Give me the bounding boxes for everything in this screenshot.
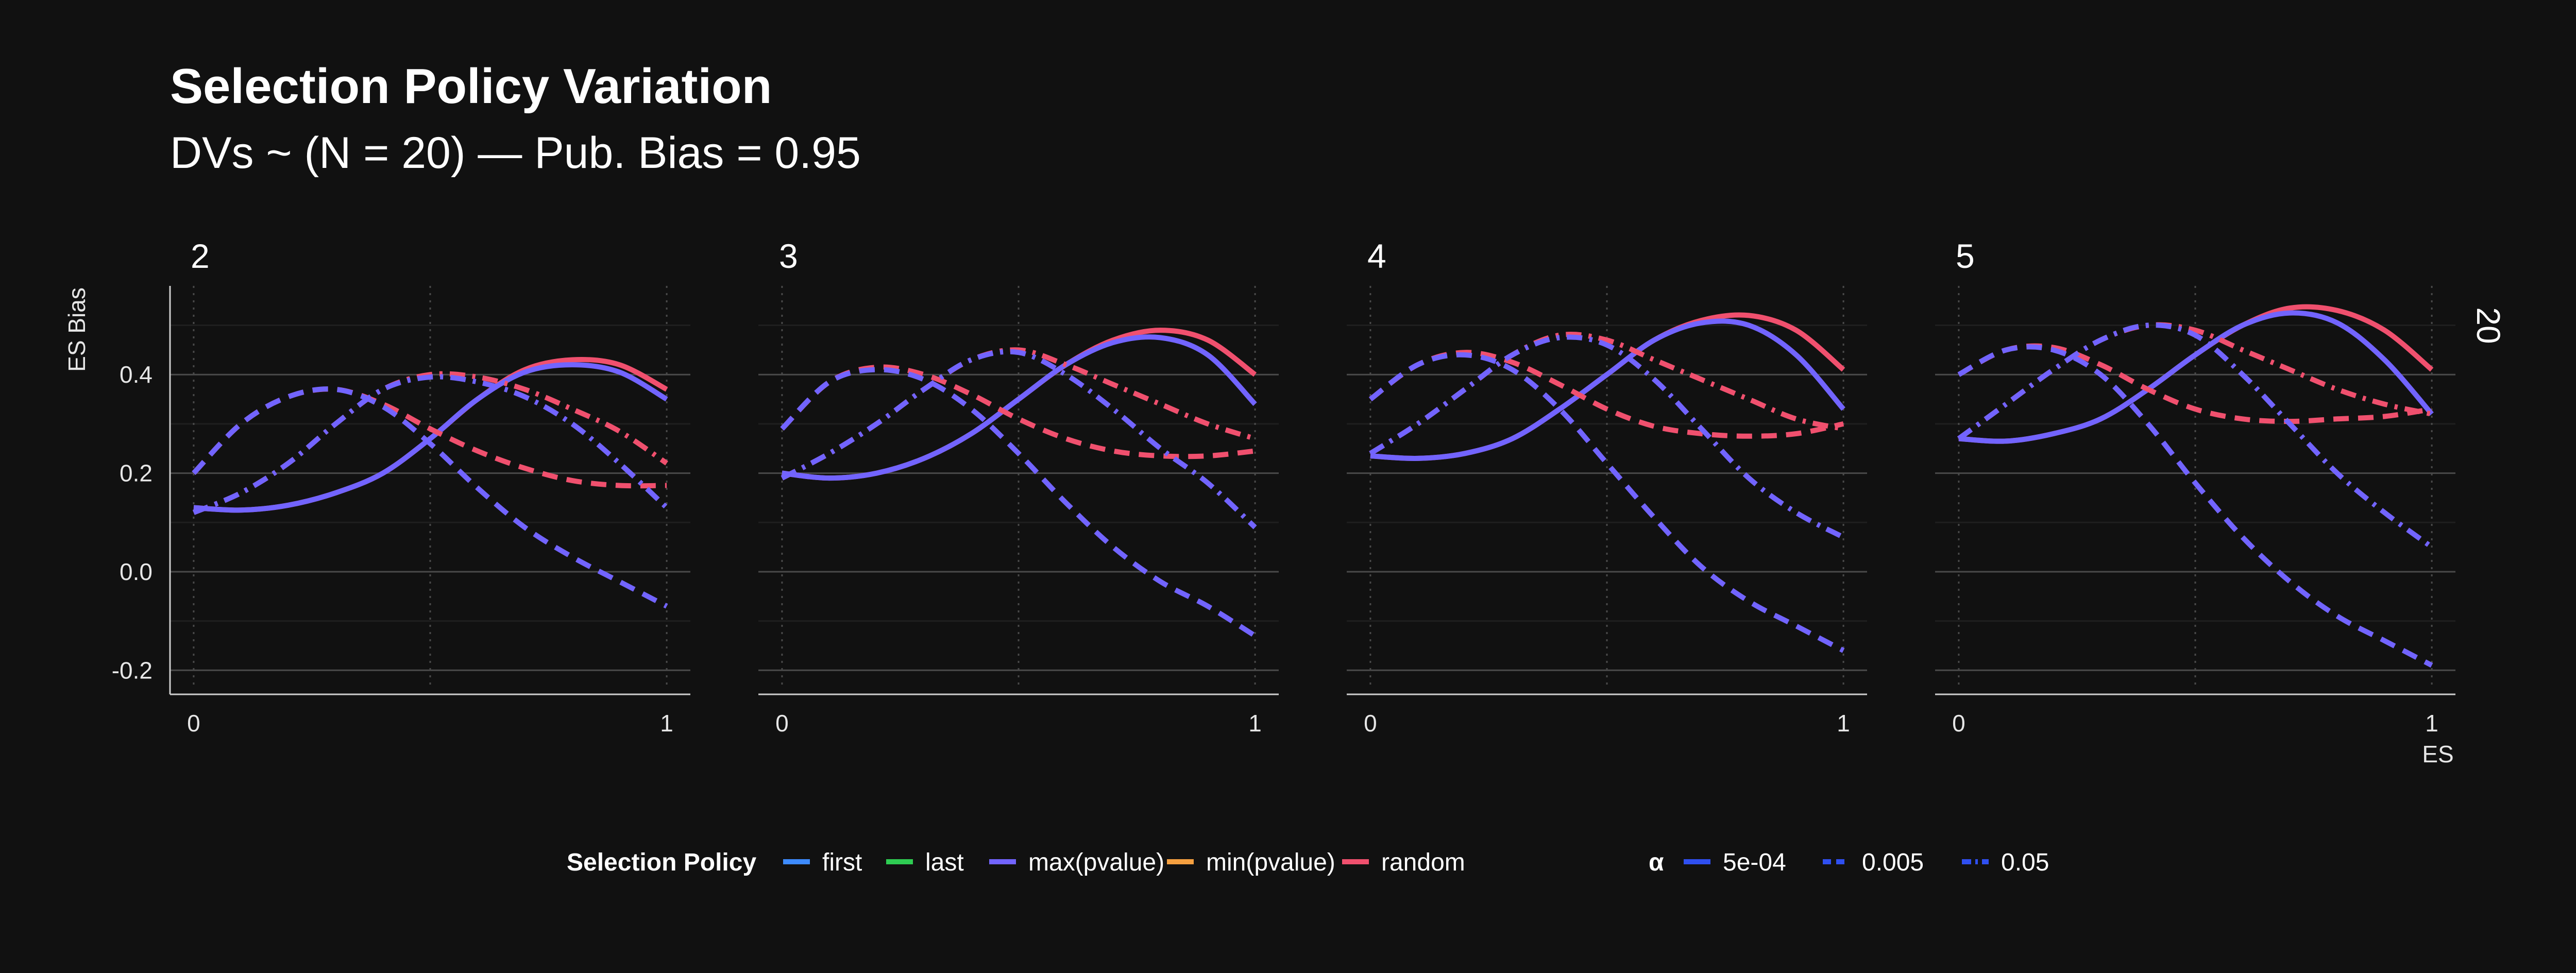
panel-5: 5 0 1 — [1935, 237, 2455, 737]
legend-item-alpha-5e04: 5e-04 — [1684, 849, 1786, 876]
panel-label: 4 — [1367, 237, 1386, 275]
series-maxpvalue-005 — [1957, 322, 2434, 550]
series-maxpvalue-0005 — [192, 386, 668, 609]
legend-alpha-title: α — [1649, 849, 1664, 876]
legend: Selection Policy first last max(pvalue) min(… — [567, 849, 2049, 876]
panel-4: 4 0 1 — [1347, 237, 1867, 737]
legend-label: 0.005 — [1862, 849, 1924, 876]
panel-2: 2 0.4 0.2 0.0 -0.2 0 1 — [112, 237, 690, 737]
x-tick-label: 1 — [1837, 710, 1850, 737]
series-random-005 — [781, 347, 1256, 481]
legend-item-random: random — [1342, 849, 1465, 876]
series-maxpvalue-0005 — [780, 367, 1257, 638]
chart-title: Selection Policy Variation — [170, 59, 772, 114]
x-tick-label: 1 — [660, 710, 673, 737]
x-tick-label: 0 — [1364, 710, 1377, 737]
x-tick-label: 0 — [187, 710, 200, 737]
x-axis-label: ES — [2422, 741, 2453, 767]
series-random-0005 — [1368, 350, 1844, 439]
legend-color-title: Selection Policy — [567, 849, 756, 876]
series-random-0005 — [192, 386, 667, 489]
legend-label: random — [1381, 849, 1465, 876]
y-tick-label: 0.4 — [120, 361, 152, 388]
x-tick-label: 0 — [1952, 710, 1965, 737]
series-maxpvalue-5e04 — [782, 334, 1257, 481]
y-tick-label: -0.2 — [112, 657, 152, 684]
series-maxpvalue-5e04 — [1370, 318, 1845, 461]
legend-label: last — [925, 849, 964, 876]
legend-label: 5e-04 — [1723, 849, 1786, 876]
series-maxpvalue-0005 — [1368, 352, 1845, 653]
legend-item-first: first — [783, 849, 862, 876]
series-maxpvalue-5e04 — [193, 362, 668, 513]
panel-label: 3 — [779, 237, 798, 275]
facet-row-label: 20 — [2470, 307, 2507, 344]
x-tick-label: 1 — [2425, 710, 2438, 737]
x-tick-label: 1 — [1248, 710, 1262, 737]
legend-item-alpha-0005: 0.005 — [1823, 849, 1924, 876]
series-random-005 — [1957, 322, 2433, 441]
legend-label: min(pvalue) — [1206, 849, 1335, 876]
legend-label: 0.05 — [2001, 849, 2049, 876]
series-maxpvalue-005 — [192, 374, 669, 515]
y-axis-label: ES Bias — [63, 287, 90, 372]
legend-item-minpvalue: min(pvalue) — [1167, 849, 1335, 876]
legend-item-maxpvalue: max(pvalue) — [989, 849, 1164, 876]
series-random-005 — [1369, 332, 1844, 456]
x-tick-label: 0 — [775, 710, 789, 737]
panel-3: 3 0 1 — [758, 237, 1279, 737]
panel-label: 2 — [191, 237, 210, 275]
y-tick-label: 0.2 — [120, 460, 152, 487]
legend-item-last: last — [886, 849, 964, 876]
series-random-5e04 — [193, 356, 668, 513]
legend-item-alpha-005: 0.05 — [1962, 849, 2049, 876]
series-maxpvalue-005 — [1369, 334, 1845, 540]
panel-label: 5 — [1956, 237, 1975, 275]
chart-subtitle: DVs ~ (N = 20) — Pub. Bias = 0.95 — [170, 128, 861, 178]
legend-label: first — [822, 849, 862, 876]
series-random-0005 — [780, 364, 1256, 459]
legend-label: max(pvalue) — [1028, 849, 1164, 876]
series-maxpvalue-0005 — [1957, 344, 2433, 668]
series-maxpvalue-5e04 — [1958, 310, 2434, 444]
facet-panels: 2 0.4 0.2 0.0 -0.2 0 1 3 0 1 4 0 1 5 0 1 — [112, 237, 2455, 737]
series-maxpvalue-005 — [781, 349, 1257, 530]
y-tick-label: 0.0 — [120, 558, 152, 585]
